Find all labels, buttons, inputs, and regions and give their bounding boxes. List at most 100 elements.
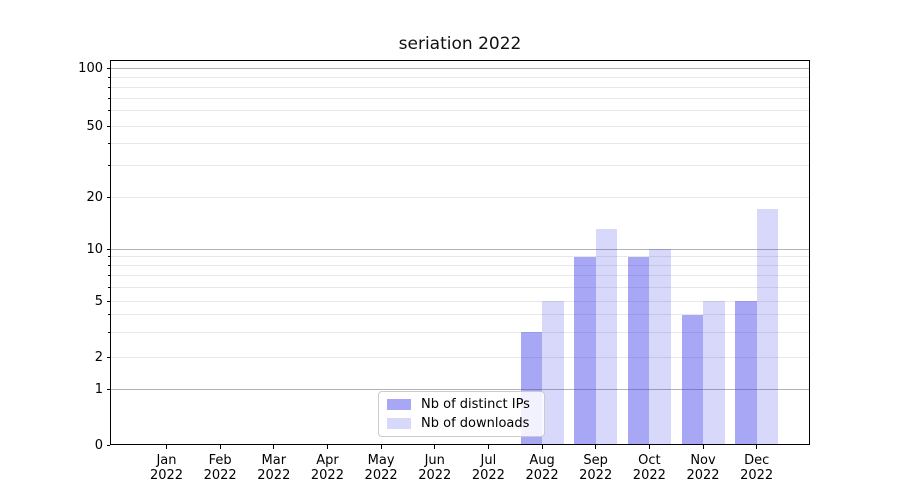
x-tick-label: 2022 — [686, 468, 720, 483]
y-tick-mark — [106, 356, 110, 358]
y-tick-label: 20 — [86, 189, 103, 205]
y-tick-mark — [106, 444, 110, 446]
y-tick-label: 50 — [86, 118, 103, 134]
y-tick-mark — [106, 248, 110, 250]
x-tick-label: 2022 — [203, 468, 237, 483]
chart-title: seriation 2022 — [398, 34, 522, 54]
x-tick-label: Dec — [744, 453, 770, 468]
x-tick-label: Oct — [638, 453, 661, 468]
y-tick-label: 10 — [86, 241, 103, 257]
bar-distinct-ips — [627, 256, 650, 445]
gridline — [110, 196, 810, 198]
y-tick-label: 2 — [94, 349, 103, 365]
x-tick-mark — [756, 445, 758, 449]
y-tick-label: 1 — [94, 381, 103, 397]
x-tick-label: Sep — [583, 453, 608, 468]
gridline — [110, 300, 810, 302]
y-minor-tick-mark — [108, 110, 110, 112]
legend-item: Nb of distinct IPs — [387, 397, 544, 413]
legend-item: Nb of downloads — [387, 416, 544, 432]
x-tick-label: Nov — [690, 453, 716, 468]
x-tick-label: Apr — [316, 453, 339, 468]
y-tick-label: 0 — [94, 437, 103, 453]
bar-distinct-ips — [735, 301, 757, 445]
gridline — [110, 388, 810, 390]
gridline — [110, 86, 810, 88]
x-tick-label: Aug — [529, 453, 555, 468]
gridline — [110, 76, 810, 78]
y-tick-mark — [106, 125, 110, 127]
legend-label-downloads: Nb of downloads — [421, 416, 530, 431]
x-tick-mark — [487, 445, 489, 449]
x-tick-label: Jul — [480, 453, 497, 468]
y-minor-tick-mark — [108, 76, 110, 78]
gridline — [110, 356, 810, 358]
gridline — [110, 265, 810, 267]
y-tick-mark — [106, 300, 110, 302]
gridline — [110, 331, 810, 333]
x-tick-label: Feb — [208, 453, 232, 468]
x-tick-mark — [648, 445, 650, 449]
x-tick-label: 2022 — [525, 468, 559, 483]
y-minor-tick-mark — [108, 275, 110, 277]
x-tick-label: 2022 — [418, 468, 452, 483]
y-tick-mark — [106, 68, 110, 69]
x-tick-label: 2022 — [579, 468, 613, 483]
y-minor-tick-mark — [108, 331, 110, 333]
y-tick-label: 100 — [78, 61, 103, 76]
x-tick-label: 2022 — [632, 468, 666, 483]
y-minor-tick-mark — [108, 97, 110, 99]
x-tick-mark — [166, 445, 167, 449]
bar-downloads — [703, 301, 725, 445]
legend-swatch-distinct-ips — [387, 399, 411, 410]
y-minor-tick-mark — [108, 286, 110, 288]
x-tick-mark — [595, 445, 597, 449]
gridline — [110, 275, 810, 277]
legend-label-distinct-ips: Nb of distinct IPs — [421, 397, 530, 412]
x-tick-label: Jan — [156, 453, 177, 468]
x-tick-label: 2022 — [310, 468, 344, 483]
x-tick-mark — [380, 445, 382, 449]
gridline — [110, 256, 810, 258]
y-minor-tick-mark — [108, 165, 110, 167]
x-tick-label: Mar — [261, 453, 287, 468]
x-tick-label: Jun — [424, 453, 445, 468]
x-tick-label: 2022 — [471, 468, 505, 483]
x-tick-label: 2022 — [257, 468, 291, 483]
bar-downloads — [542, 301, 564, 445]
gridline — [110, 97, 810, 99]
y-tick-label: 5 — [94, 293, 103, 309]
gridline — [110, 248, 810, 250]
x-tick-label: 2022 — [364, 468, 398, 483]
gridline — [110, 68, 810, 69]
bar-distinct-ips — [681, 314, 703, 445]
x-tick-mark — [434, 445, 436, 449]
x-tick-mark — [219, 445, 221, 449]
legend-swatch-downloads — [387, 418, 411, 429]
x-tick-label: May — [367, 453, 395, 468]
y-minor-tick-mark — [108, 265, 110, 267]
gridline — [110, 314, 810, 316]
y-tick-mark — [106, 196, 110, 198]
x-tick-mark — [702, 445, 704, 449]
bar-downloads — [595, 229, 618, 445]
gridline — [110, 286, 810, 288]
x-tick-label: 2022 — [149, 468, 184, 483]
gridline — [110, 165, 810, 167]
x-tick-label: 2022 — [740, 468, 774, 483]
legend: Nb of distinct IPs Nb of downloads — [378, 391, 545, 437]
bar-downloads — [756, 209, 779, 445]
gridline — [110, 142, 810, 144]
bar-downloads — [649, 249, 671, 445]
gridline — [110, 125, 810, 127]
y-tick-mark — [106, 388, 110, 390]
y-minor-tick-mark — [108, 314, 110, 316]
y-minor-tick-mark — [108, 142, 110, 144]
bar-distinct-ips — [574, 256, 596, 445]
x-tick-mark — [541, 445, 543, 449]
x-tick-mark — [273, 445, 275, 449]
gridline — [110, 110, 810, 112]
y-minor-tick-mark — [108, 256, 110, 258]
x-tick-mark — [326, 445, 328, 449]
